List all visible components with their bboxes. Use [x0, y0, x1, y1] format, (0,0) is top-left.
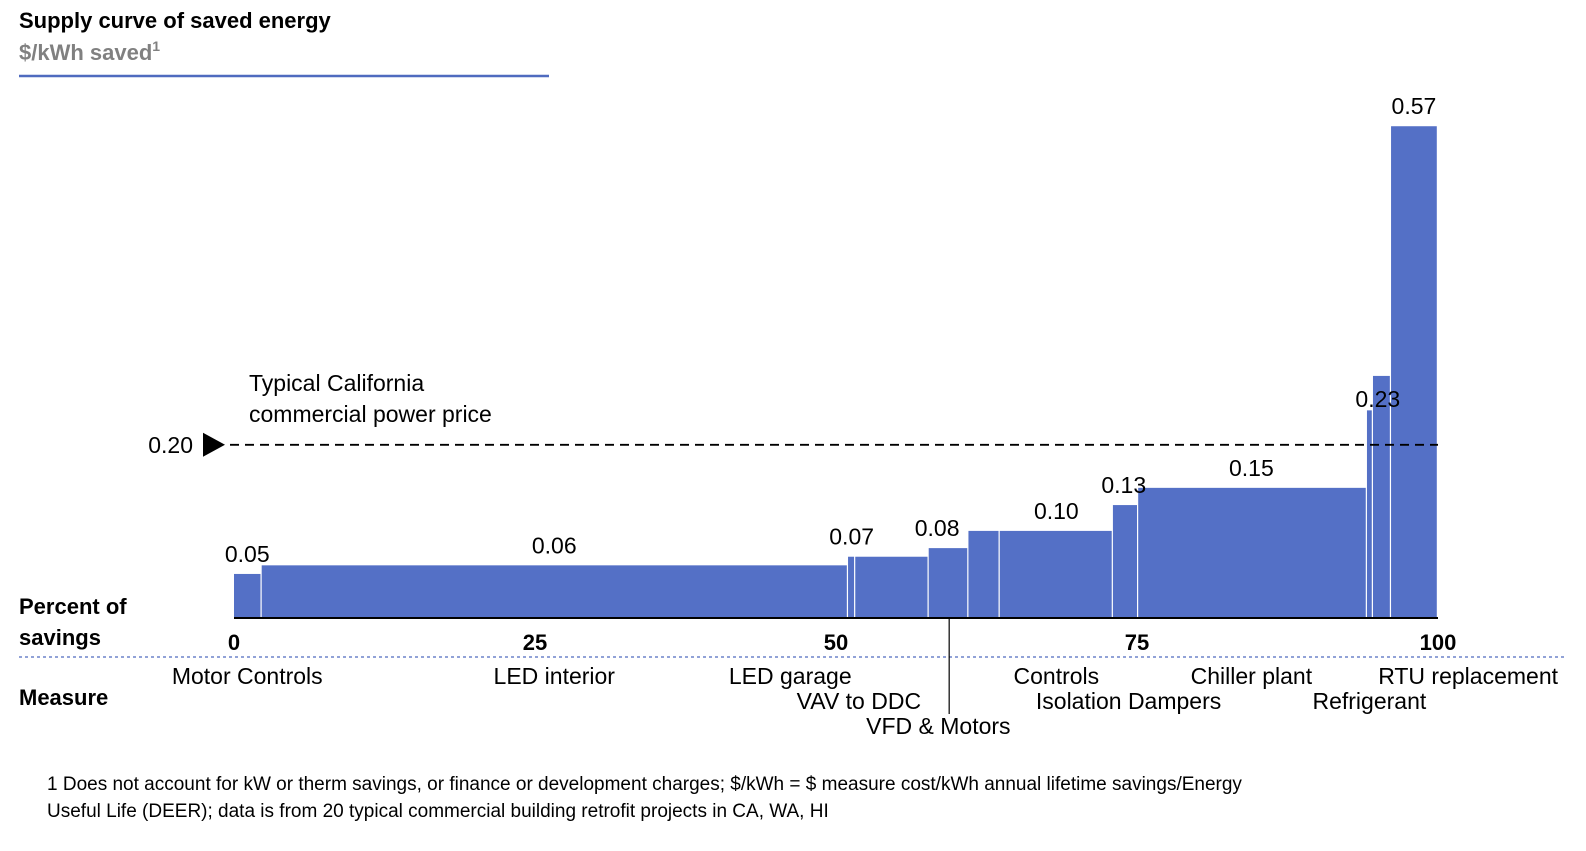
footnote-line1: 1 Does not account for kW or therm savin…: [47, 774, 1242, 795]
value-label-6: 0.13: [1101, 472, 1146, 498]
measure-label-5: VFD & Motors: [866, 713, 1010, 739]
measure-label-9: Refrigerant: [1312, 688, 1426, 714]
value-label-2: 0.06: [532, 532, 577, 558]
bar-12: [1391, 126, 1437, 617]
x-tick-75: 75: [1125, 630, 1149, 655]
measure-label-4: VAV to DDC: [797, 688, 921, 714]
measure-label-7: Isolation Dampers: [1036, 688, 1221, 714]
bar-2: [261, 565, 847, 617]
value-label-4: 0.08: [915, 515, 960, 541]
reference-text-line1: Typical California: [249, 370, 424, 396]
reference-arrow-icon: [203, 432, 225, 457]
measure-row-label: Measure: [19, 685, 108, 710]
value-label-3: 0.07: [829, 524, 874, 550]
bar-4: [855, 556, 928, 617]
bar-10: [1366, 410, 1372, 617]
measure-label-3: LED garage: [729, 663, 852, 689]
x-tick-0: 0: [228, 630, 240, 655]
bar-11: [1372, 375, 1390, 617]
bars-layer: [234, 126, 1437, 617]
measure-label-1: Motor Controls: [172, 663, 323, 689]
bar-3: [848, 556, 855, 617]
value-label-8: 0.23: [1355, 386, 1400, 412]
x-tick-50: 50: [824, 630, 848, 655]
value-label-7: 0.15: [1229, 455, 1274, 481]
x-tick-labels: 0 25 50 75 100: [228, 630, 1456, 655]
bar-5: [928, 548, 968, 617]
measure-label-6: Controls: [1014, 663, 1100, 689]
bar-7: [999, 530, 1112, 617]
footnote-line2: Useful Life (DEER); data is from 20 typi…: [47, 801, 829, 822]
bar-8: [1112, 505, 1137, 617]
measure-label-8: Chiller plant: [1191, 663, 1313, 689]
chart-subtitle: $/kWh saved1: [19, 38, 160, 65]
percent-row-label-line2: savings: [19, 625, 101, 650]
bar-6: [968, 530, 999, 617]
value-label-5: 0.10: [1034, 498, 1079, 524]
chart-title: Supply curve of saved energy: [19, 8, 332, 33]
measure-label-2: LED interior: [494, 663, 616, 689]
x-tick-100: 100: [1420, 630, 1457, 655]
bar-9: [1138, 487, 1366, 617]
value-labels-layer: 0.05 0.06 0.07 0.08 0.10 0.13 0.15 0.23 0.57: [225, 93, 1436, 567]
x-tick-25: 25: [523, 630, 547, 655]
bar-1: [234, 573, 261, 617]
value-label-9: 0.57: [1392, 93, 1437, 119]
percent-row-label-line1: Percent of: [19, 594, 127, 619]
measure-labels: Motor Controls LED interior LED garageVAV …: [172, 663, 1559, 739]
reference-value-label: 0.20: [148, 432, 193, 458]
measure-label-10: RTU replacement: [1378, 663, 1558, 689]
value-label-1: 0.05: [225, 541, 270, 567]
reference-text-line2: commercial power price: [249, 401, 492, 427]
